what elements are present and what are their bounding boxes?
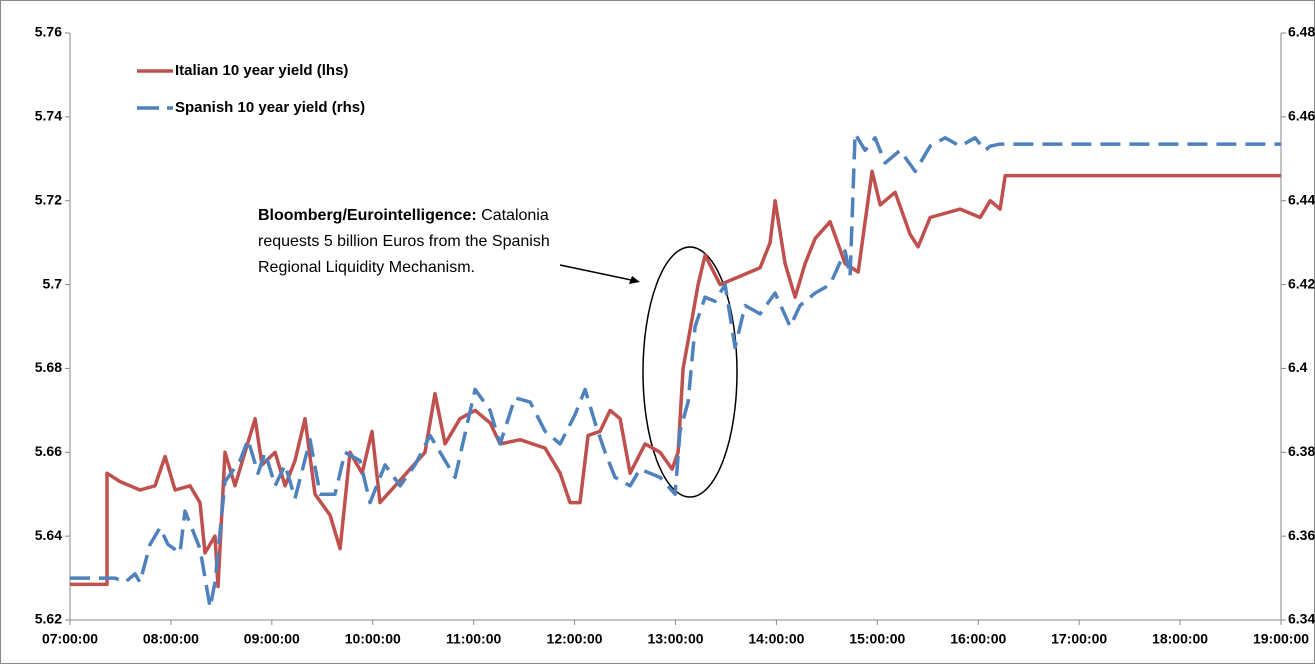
series-line (70, 169, 1281, 589)
y2-tick-label: 6.42 (1288, 275, 1315, 291)
y2-tick-label: 6.34 (1288, 611, 1315, 627)
y2-tick-label: 6.46 (1288, 108, 1315, 124)
annotation-line: Regional Liquidity Mechanism. (258, 259, 475, 276)
x-tick-label: 09:00:00 (244, 631, 300, 647)
y-tick-label: 5.62 (35, 611, 62, 627)
y-tick-label: 5.74 (35, 108, 62, 124)
annotation-bold: Bloomberg/Eurointelligence: (258, 207, 477, 224)
series-line (70, 131, 1281, 610)
y2-tick-label: 6.44 (1288, 191, 1315, 207)
annotation-arrow (559, 264, 637, 282)
y-tick-label: 5.76 (35, 24, 62, 40)
x-tick-label: 07:00:00 (42, 631, 98, 647)
x-tick-label: 18:00:00 (1152, 631, 1208, 647)
annotation-line: requests 5 billion Euros from the Spanis… (258, 233, 550, 250)
arrow-head (629, 276, 640, 284)
x-tick-label: 14:00:00 (748, 631, 804, 647)
x-tick-label: 12:00:00 (547, 631, 603, 647)
y2-tick-label: 6.36 (1288, 527, 1315, 543)
annotation-line: Catalonia (481, 207, 549, 224)
y-tick-label: 5.7 (43, 275, 63, 291)
x-tick-label: 19:00:00 (1253, 631, 1309, 647)
y-tick-label: 5.64 (35, 527, 62, 543)
annotation: Bloomberg/Eurointelligence: Catalonia (258, 207, 549, 224)
x-tick-label: 11:00:00 (446, 631, 501, 647)
x-tick-label: 16:00:00 (950, 631, 1006, 647)
y-tick-label: 5.66 (35, 443, 62, 459)
legend-label: Spanish 10 year yield (rhs) (175, 99, 365, 116)
y-tick-label: 5.72 (35, 191, 62, 207)
x-tick-label: 10:00:00 (345, 631, 401, 647)
y2-tick-label: 6.4 (1288, 359, 1308, 375)
x-tick-label: 17:00:00 (1051, 631, 1107, 647)
y2-tick-label: 6.38 (1288, 443, 1315, 459)
y-tick-label: 5.68 (35, 359, 62, 375)
y2-tick-label: 6.48 (1288, 24, 1315, 40)
x-tick-label: 15:00:00 (849, 631, 905, 647)
x-tick-label: 08:00:00 (143, 631, 199, 647)
x-tick-label: 13:00:00 (647, 631, 703, 647)
legend-label: Italian 10 year yield (lhs) (175, 62, 348, 79)
highlight-ellipse (642, 246, 738, 498)
